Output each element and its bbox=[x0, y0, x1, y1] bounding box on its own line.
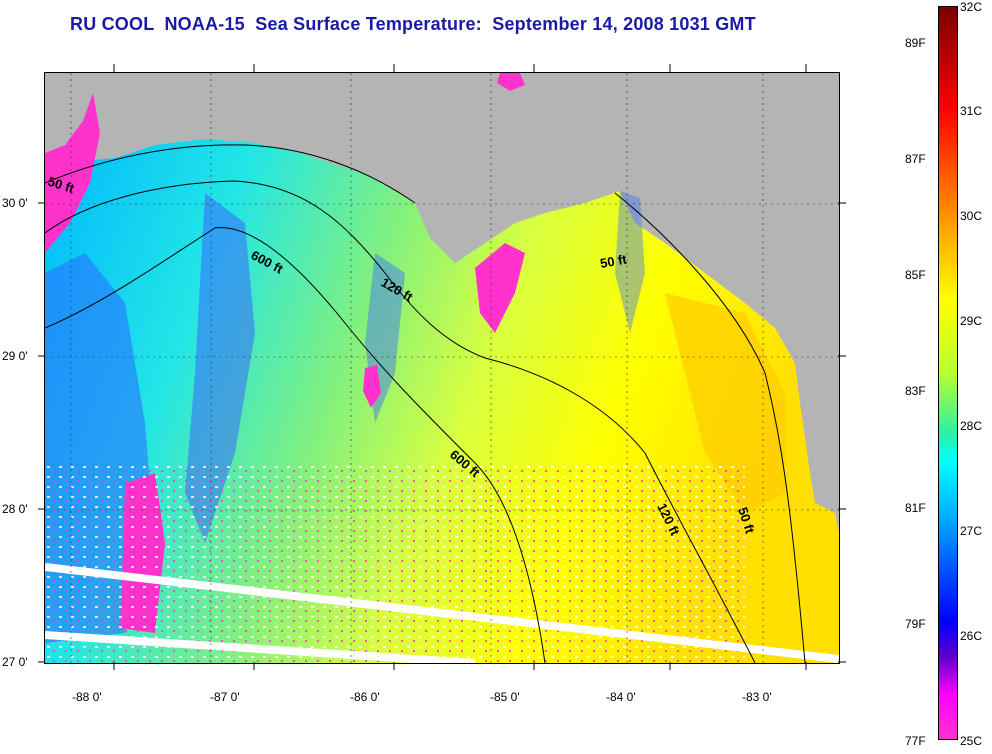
contour-50ft bbox=[45, 144, 806, 663]
lat-label: 29 0' bbox=[2, 349, 28, 363]
colorbar-celsius-label: 32C bbox=[960, 0, 983, 14]
colorbar-fahrenheit-label: 89F bbox=[905, 36, 926, 50]
lon-label: -86 0' bbox=[350, 690, 380, 704]
colorbar-celsius-label: 25C bbox=[960, 734, 983, 748]
lon-label: -84 0' bbox=[606, 690, 636, 704]
colorbar-celsius-label: 30C bbox=[960, 209, 983, 223]
colorbar-fahrenheit-label: 77F bbox=[905, 734, 926, 748]
lat-label: 27 0' bbox=[2, 655, 28, 669]
cold-patch bbox=[475, 243, 525, 333]
cold-patch bbox=[497, 73, 525, 91]
contour-label: 50 ft bbox=[599, 251, 629, 271]
axis-ticks bbox=[38, 64, 846, 670]
contour-120ft bbox=[45, 180, 756, 663]
sst-map: 50 ft 600 ft 120 ft 50 ft 600 ft 120 ft … bbox=[44, 72, 840, 664]
colorbar-fahrenheit-label: 83F bbox=[905, 384, 926, 398]
swath-edge bbox=[45, 563, 839, 663]
warm-patch bbox=[665, 293, 785, 513]
temperature-colorbar bbox=[938, 6, 958, 740]
colorbar-celsius-label: 31C bbox=[960, 104, 983, 118]
contour-600ft bbox=[45, 227, 546, 663]
colorbar-celsius-label: 26C bbox=[960, 629, 983, 643]
lon-label: -87 0' bbox=[210, 690, 240, 704]
cold-band bbox=[185, 193, 255, 543]
graticule bbox=[45, 73, 839, 663]
map-title: RU COOL NOAA-15 Sea Surface Temperature:… bbox=[70, 14, 756, 34]
cloud-noise bbox=[45, 463, 745, 663]
colorbar-fahrenheit-label: 87F bbox=[905, 152, 926, 166]
lon-label: -83 0' bbox=[742, 690, 772, 704]
sst-map-canvas: 50 ft 600 ft 120 ft 50 ft 600 ft 120 ft … bbox=[45, 73, 839, 663]
cold-patch bbox=[363, 365, 381, 408]
colorbar-celsius-label: 29C bbox=[960, 314, 983, 328]
lon-label: -88 0' bbox=[72, 690, 102, 704]
colorbar-celsius-label: 27C bbox=[960, 524, 983, 538]
colorbar-fahrenheit-label: 81F bbox=[905, 501, 926, 515]
cold-band bbox=[615, 191, 645, 333]
colorbar-fahrenheit-label: 85F bbox=[905, 268, 926, 282]
lon-label: -85 0' bbox=[490, 690, 520, 704]
colorbar-fahrenheit-label: 79F bbox=[905, 617, 926, 631]
lat-label: 30 0' bbox=[2, 196, 28, 210]
lat-label: 28 0' bbox=[2, 502, 28, 516]
colorbar-celsius-label: 28C bbox=[960, 419, 983, 433]
swath-edge bbox=[45, 631, 476, 663]
